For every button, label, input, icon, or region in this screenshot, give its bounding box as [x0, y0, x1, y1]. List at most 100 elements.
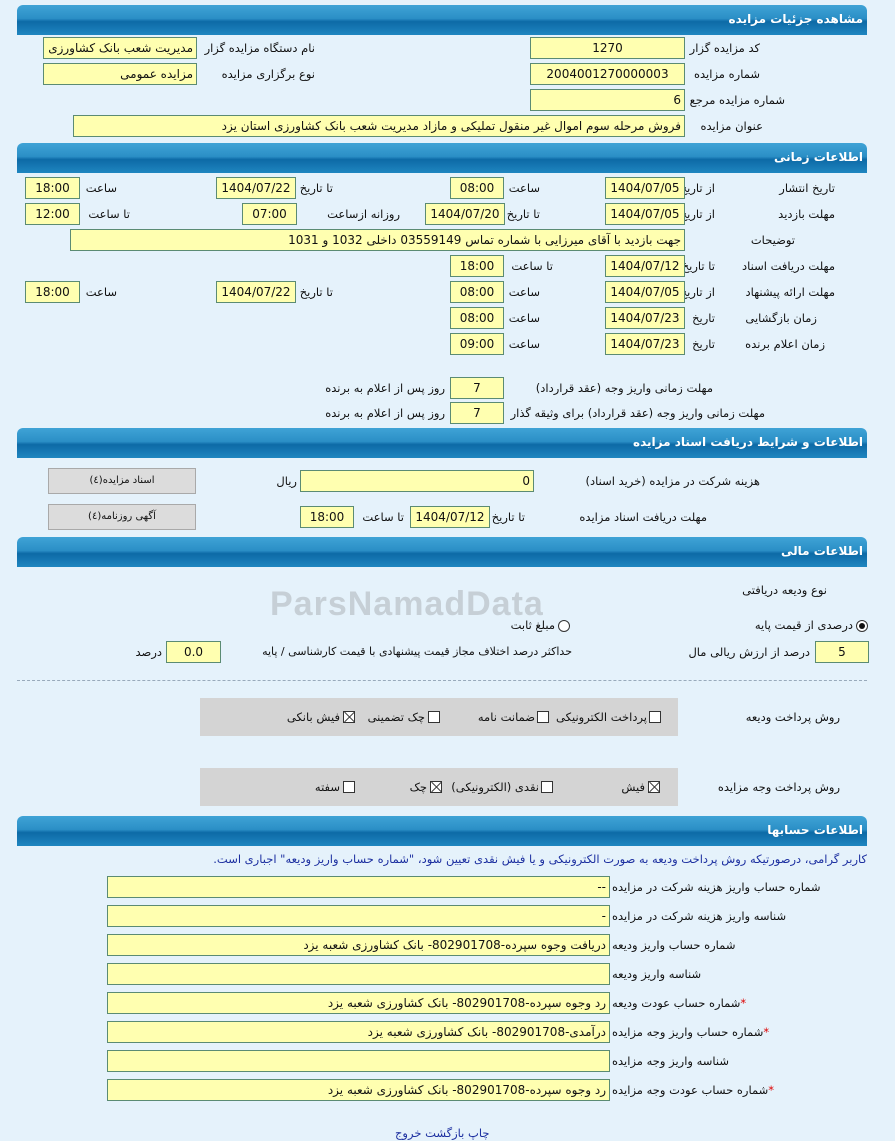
publish-from-date[interactable]: 1404/07/05	[605, 177, 685, 199]
radio-fixed[interactable]	[558, 620, 570, 632]
pay-deadline-guarantor-label: مهلت زمانی واریز وجه (عقد قرارداد) برای …	[510, 406, 765, 420]
label-text: شناسه واریز هزینه شرکت در مزایده	[612, 909, 787, 923]
visit-to-time[interactable]: 12:00	[25, 203, 80, 225]
to-time-label: تا ساعت	[362, 510, 404, 524]
opening-date[interactable]: 1404/07/23	[605, 307, 685, 329]
offer-from-date[interactable]: 1404/07/05	[605, 281, 685, 303]
section-title: اطلاعات مالی	[780, 544, 863, 558]
account-row-field[interactable]: دریافت وجوه سپرده-802901708- بانک کشاورز…	[107, 934, 610, 956]
checkbox-cash-electronic[interactable]	[541, 781, 553, 793]
checkbox-label: فیش	[621, 780, 645, 794]
account-row-field[interactable]: رد وجوه سپرده-802901708- بانک کشاورزی شع…	[107, 1079, 610, 1101]
section-title: اطلاعات حسابها	[767, 823, 863, 837]
section-title: اطلاعات زمانی	[774, 150, 863, 164]
required-marker: *	[740, 996, 747, 1010]
fee-label: هزینه شرکت در مزایده (خرید اسناد)	[585, 474, 761, 488]
docs-deadline-label: مهلت دریافت اسناد	[742, 259, 835, 273]
watermark: ParsNamadData	[270, 585, 544, 623]
checkbox-electronic[interactable]	[649, 711, 661, 723]
winner-label: زمان اعلام برنده	[745, 337, 825, 351]
auction-title-field[interactable]: فروش مرحله سوم اموال غیر منقول تملیکی و …	[73, 115, 685, 137]
to-time-label: تا ساعت	[511, 259, 553, 273]
account-row-field[interactable]	[107, 963, 610, 985]
daily-from-label: روزانه ازساعت	[327, 207, 400, 221]
publish-from-time[interactable]: 08:00	[450, 177, 504, 199]
publish-to-date[interactable]: 1404/07/22	[216, 177, 296, 199]
visit-label: مهلت بازدید	[778, 207, 835, 221]
publish-label: تاریخ انتشار	[779, 181, 835, 195]
account-row-field[interactable]: درآمدی-802901708- بانک کشاورزی شعبه یزد	[107, 1021, 610, 1043]
account-row-field[interactable]: --	[107, 876, 610, 898]
pay-deadline-field[interactable]: 7	[450, 377, 504, 399]
auction-type-field[interactable]: مزایده عمومی	[43, 63, 197, 85]
offer-to-time[interactable]: 18:00	[25, 281, 80, 303]
checkbox-label: نقدی (الکترونیکی)	[451, 780, 539, 794]
org-name-field[interactable]: مدیریت شعب بانک کشاورزی	[43, 37, 197, 59]
deposit-method-label: روش پرداخت ودیعه	[745, 710, 840, 724]
docs-to-time[interactable]: 18:00	[450, 255, 504, 277]
print-link[interactable]: چاپ	[468, 1126, 490, 1140]
checkbox-label: سفته	[314, 780, 340, 794]
account-row-field[interactable]: رد وجوه سپرده-802901708- بانک کشاورزی شع…	[107, 992, 610, 1014]
checkbox-guarantee[interactable]	[537, 711, 549, 723]
section-header-details: مشاهده جزئیات مزایده	[17, 5, 867, 35]
account-row-field[interactable]	[107, 1050, 610, 1072]
docs-to-date[interactable]: 1404/07/12	[605, 255, 685, 277]
max-diff-field[interactable]: 0.0	[166, 641, 221, 663]
checkbox-check[interactable]	[430, 781, 442, 793]
docs-deadline-label: مهلت دریافت اسناد مزایده	[579, 510, 707, 524]
label-text: شماره حساب عودت ودیعه	[612, 996, 741, 1010]
from-date-label: از تاریخ	[679, 181, 715, 195]
ref-number-field[interactable]: 6	[530, 89, 685, 111]
checkbox-label: فیش بانکی	[286, 710, 340, 724]
divider	[17, 680, 867, 681]
to-date-label: تا تاریخ	[681, 259, 715, 273]
org-name-label: نام دستگاه مزایده گزار	[204, 41, 315, 55]
payment-method-label: روش پرداخت وجه مزایده	[717, 780, 840, 794]
to-date-label: تا تاریخ	[299, 285, 333, 299]
label-text: شماره حساب عودت وجه مزایده	[612, 1083, 769, 1097]
percent-field[interactable]: 5	[815, 641, 869, 663]
ref-number-label: شماره مزایده مرجع	[689, 93, 785, 107]
publish-to-time[interactable]: 18:00	[25, 177, 80, 199]
description-field[interactable]: جهت بازدید با آقای میرزایی با شماره تماس…	[70, 229, 685, 251]
visit-to-date[interactable]: 1404/07/20	[425, 203, 505, 225]
checkbox-promissory-note[interactable]	[343, 781, 355, 793]
checkbox-certified-check[interactable]	[428, 711, 440, 723]
docs-deadline-time[interactable]: 18:00	[300, 506, 354, 528]
back-link[interactable]: بازگشت	[425, 1126, 465, 1140]
checkbox-receipt[interactable]	[648, 781, 660, 793]
checkbox-bank-receipt[interactable]	[343, 711, 355, 723]
opening-time[interactable]: 08:00	[450, 307, 504, 329]
visit-daily-from[interactable]: 07:00	[242, 203, 297, 225]
account-row-field[interactable]: -	[107, 905, 610, 927]
time-label: ساعت	[508, 337, 540, 351]
label-text: شماره حساب واریز هزینه شرکت در مزایده	[612, 880, 821, 894]
exit-link[interactable]: خروج	[395, 1126, 422, 1140]
offer-from-time[interactable]: 08:00	[450, 281, 504, 303]
pay-deadline-guarantor-field[interactable]: 7	[450, 402, 504, 424]
from-date-label: از تاریخ	[679, 285, 715, 299]
visit-from-date[interactable]: 1404/07/05	[605, 203, 685, 225]
percent-label: درصد از ارزش ریالی مال	[688, 645, 810, 659]
offer-to-date[interactable]: 1404/07/22	[216, 281, 296, 303]
auction-number-field[interactable]: 2004001270000003	[530, 63, 685, 85]
account-row-label: *شماره حساب عودت وجه مزایده	[612, 1079, 774, 1101]
to-date-label: تا تاریخ	[491, 510, 525, 524]
account-row-label: شماره حساب واریز هزینه شرکت در مزایده	[612, 876, 820, 898]
radio-percent[interactable]	[856, 620, 868, 632]
org-code-field[interactable]: 1270	[530, 37, 685, 59]
fee-field[interactable]: 0	[300, 470, 534, 492]
auction-docs-button[interactable]: اسناد مزایده(٤)	[48, 468, 196, 494]
radio-fixed-label: مبلغ ثابت	[510, 618, 555, 632]
newspaper-ad-button[interactable]: آگهی روزنامه(٤)	[48, 504, 196, 530]
time-label: ساعت	[508, 311, 540, 325]
section-title: مشاهده جزئیات مزایده	[728, 12, 863, 26]
pay-deadline-suffix: روز پس از اعلام به برنده	[325, 381, 445, 395]
winner-time[interactable]: 09:00	[450, 333, 504, 355]
section-header-time: اطلاعات زمانی	[17, 143, 867, 173]
docs-deadline-date[interactable]: 1404/07/12	[410, 506, 490, 528]
checkbox-label: پرداخت الکترونیکی	[556, 710, 647, 724]
winner-date[interactable]: 1404/07/23	[605, 333, 685, 355]
description-label: توضیحات	[750, 233, 795, 247]
